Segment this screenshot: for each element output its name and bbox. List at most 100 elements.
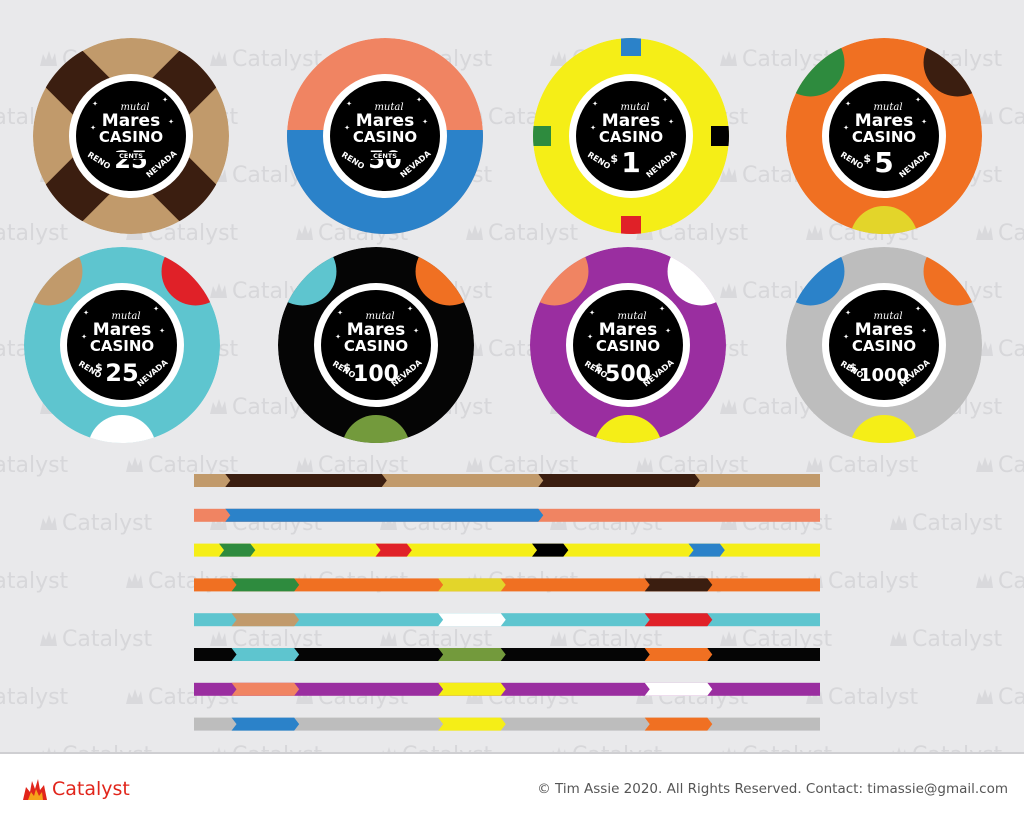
- svg-text:Catalyst: Catalyst: [742, 743, 833, 752]
- svg-text:Mares: Mares: [599, 320, 657, 340]
- svg-text:mutal: mutal: [617, 311, 646, 322]
- svg-text:✦: ✦: [90, 124, 96, 132]
- svg-text:✦: ✦: [81, 333, 87, 341]
- svg-text:✦: ✦: [592, 100, 598, 108]
- edge-segment: [438, 717, 506, 731]
- svg-text:Catalyst: Catalyst: [658, 453, 749, 478]
- svg-text:Catalyst: Catalyst: [62, 743, 153, 752]
- edge-segment: [225, 474, 387, 487]
- svg-text:✦: ✦: [416, 96, 422, 104]
- edge-strip: [194, 613, 820, 627]
- svg-text:Catalyst: Catalyst: [0, 685, 69, 710]
- svg-text:Catalyst: Catalyst: [0, 569, 69, 594]
- copyright-text: © Tim Assie 2020. All Rights Reserved. C…: [537, 781, 1008, 797]
- edge-segment: [688, 543, 725, 557]
- svg-text:✦: ✦: [665, 327, 671, 335]
- svg-text:$: $: [863, 152, 871, 165]
- edge-segment: [532, 543, 569, 557]
- svg-text:CASINO: CASINO: [344, 337, 408, 355]
- watermark: Catalyst: [636, 221, 749, 246]
- edge-segment: [644, 682, 713, 696]
- edge-strip: [194, 508, 820, 522]
- watermark: Catalyst: [40, 627, 153, 652]
- watermark: Catalyst: [976, 569, 1024, 594]
- svg-text:✦: ✦: [921, 327, 927, 335]
- svg-text:Catalyst: Catalyst: [658, 221, 749, 246]
- svg-text:Catalyst: Catalyst: [912, 627, 1003, 652]
- svg-text:Catalyst: Catalyst: [402, 743, 493, 752]
- svg-text:25: 25: [105, 359, 138, 387]
- svg-text:Catalyst: Catalyst: [62, 627, 153, 652]
- svg-text:mutal: mutal: [620, 102, 649, 113]
- svg-text:1: 1: [621, 146, 640, 179]
- watermark: Catalyst: [976, 221, 1024, 246]
- svg-text:Catalyst: Catalyst: [232, 47, 323, 72]
- svg-text:✦: ✦: [335, 333, 341, 341]
- watermark: Catalyst: [210, 47, 323, 72]
- watermark: Catalyst: [380, 743, 493, 768]
- svg-text:Mares: Mares: [347, 320, 405, 340]
- svg-text:CASINO: CASINO: [852, 337, 916, 355]
- svg-text:Catalyst: Catalyst: [318, 453, 409, 478]
- edge-strip: [194, 543, 820, 557]
- svg-text:Catalyst: Catalyst: [998, 453, 1024, 478]
- svg-text:mutal: mutal: [111, 311, 140, 322]
- chip-canvas: Catalyst Catalyst Catalyst Catalyst Catalyst…: [0, 38, 1024, 768]
- svg-text:Mares: Mares: [855, 111, 913, 131]
- svg-text:mutal: mutal: [873, 311, 902, 322]
- chip-denomination: $100: [343, 361, 399, 387]
- svg-text:Catalyst: Catalyst: [998, 221, 1024, 246]
- svg-text:Catalyst: Catalyst: [488, 453, 579, 478]
- svg-text:✦: ✦: [337, 309, 343, 317]
- svg-text:✦: ✦: [843, 333, 849, 341]
- edge-segment: [219, 543, 256, 557]
- svg-text:Catalyst: Catalyst: [402, 627, 493, 652]
- edge-strips-layer: [194, 474, 820, 731]
- edge-segment: [231, 648, 300, 661]
- svg-text:✦: ✦: [587, 333, 593, 341]
- watermark: Catalyst: [0, 221, 69, 246]
- svg-text:CENTS: CENTS: [373, 152, 397, 160]
- svg-text:$: $: [343, 361, 351, 374]
- svg-text:Mares: Mares: [855, 320, 913, 340]
- svg-text:✦: ✦: [153, 305, 159, 313]
- footer-brand: Catalyst: [52, 778, 130, 800]
- svg-text:✦: ✦: [346, 100, 352, 108]
- svg-text:✦: ✦: [413, 327, 419, 335]
- svg-text:100: 100: [353, 362, 399, 387]
- watermark: Catalyst: [210, 743, 323, 768]
- footer-logo[interactable]: Catalyst: [22, 774, 130, 804]
- svg-text:✦: ✦: [843, 124, 849, 132]
- watermark: Catalyst: [126, 453, 239, 478]
- edge-strip: [194, 717, 820, 731]
- svg-text:✦: ✦: [422, 118, 428, 126]
- svg-text:✦: ✦: [83, 309, 89, 317]
- svg-text:Mares: Mares: [602, 111, 660, 131]
- edge-strip: [194, 474, 820, 487]
- svg-text:Catalyst: Catalyst: [232, 743, 323, 752]
- watermark: Catalyst: [976, 453, 1024, 478]
- svg-text:mutal: mutal: [365, 311, 394, 322]
- svg-text:mutal: mutal: [374, 102, 403, 113]
- svg-text:500: 500: [605, 362, 651, 387]
- svg-text:Catalyst: Catalyst: [912, 743, 1003, 752]
- svg-text:✦: ✦: [921, 118, 927, 126]
- watermark: Catalyst: [40, 743, 153, 768]
- edge-segment: [644, 613, 713, 627]
- edge-segment: [438, 648, 506, 661]
- svg-text:✦: ✦: [845, 309, 851, 317]
- edge-segment: [438, 613, 506, 627]
- svg-text:✦: ✦: [590, 124, 596, 132]
- watermark: Catalyst: [296, 453, 409, 478]
- chip-denomination: $5: [863, 146, 893, 179]
- edge-segment: [231, 682, 300, 696]
- svg-text:Catalyst: Catalyst: [828, 569, 919, 594]
- edge-strip: [194, 578, 820, 592]
